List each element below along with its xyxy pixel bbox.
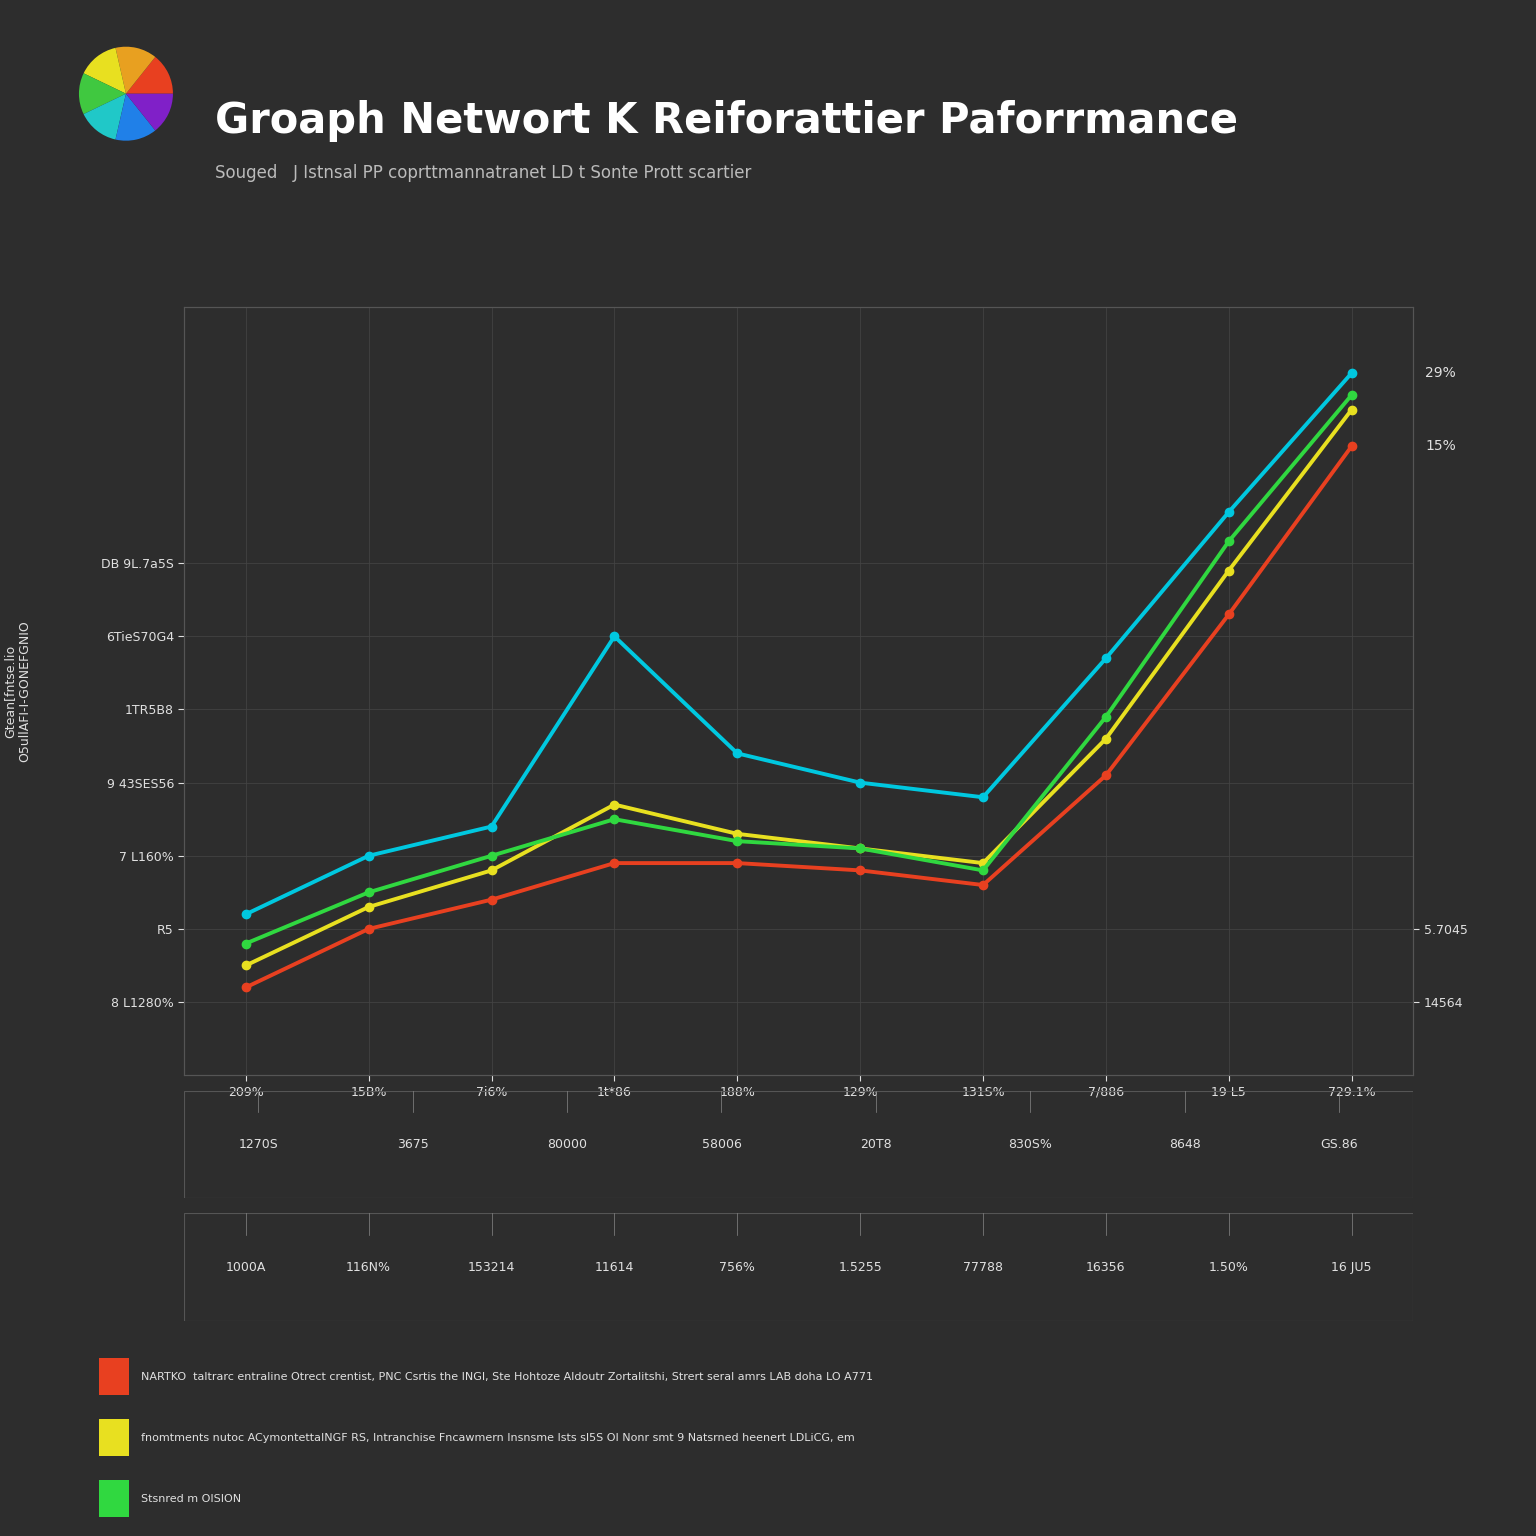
Text: 58006: 58006 — [702, 1138, 742, 1150]
Text: 16 JU5: 16 JU5 — [1332, 1261, 1372, 1273]
Text: GS.86: GS.86 — [1321, 1138, 1358, 1150]
Text: 29%: 29% — [1425, 366, 1456, 379]
Text: 80000: 80000 — [547, 1138, 587, 1150]
Wedge shape — [115, 94, 155, 141]
Wedge shape — [126, 57, 174, 94]
Text: 116N%: 116N% — [346, 1261, 392, 1273]
Text: 1.5255: 1.5255 — [839, 1261, 882, 1273]
Text: 153214: 153214 — [468, 1261, 515, 1273]
Text: 11614: 11614 — [594, 1261, 634, 1273]
Bar — [98, 1481, 129, 1518]
Text: 8648: 8648 — [1169, 1138, 1201, 1150]
Text: 830S%: 830S% — [1009, 1138, 1052, 1150]
Text: Souged   J Istnsal PP coprttmannatranet LD t Sonte Prott scartier: Souged J Istnsal PP coprttmannatranet LD… — [215, 164, 751, 183]
Text: 1.50%: 1.50% — [1209, 1261, 1249, 1273]
Text: 756%: 756% — [719, 1261, 756, 1273]
Text: NARTKO  taltrarc entraline Otrect crentist, PNC Csrtis the INGI, Ste Hohtoze Ald: NARTKO taltrarc entraline Otrect crentis… — [140, 1372, 872, 1382]
Text: 1000A: 1000A — [226, 1261, 266, 1273]
Wedge shape — [126, 94, 174, 131]
Text: 16356: 16356 — [1086, 1261, 1126, 1273]
Text: 77788: 77788 — [963, 1261, 1003, 1273]
Text: 1270S: 1270S — [238, 1138, 278, 1150]
Wedge shape — [83, 48, 126, 94]
Text: 3675: 3675 — [396, 1138, 429, 1150]
Wedge shape — [115, 46, 155, 94]
Text: 15%: 15% — [1425, 439, 1456, 453]
Wedge shape — [83, 94, 126, 140]
Text: Groaph Networt K Reiforattier Paforrmance: Groaph Networt K Reiforattier Paforrmanc… — [215, 100, 1238, 141]
Wedge shape — [78, 74, 126, 114]
Text: fnomtments nutoc ACymontettaINGF RS, Intranchise Fncawmern Insnsme Ists sI5S OI : fnomtments nutoc ACymontettaINGF RS, Int… — [140, 1433, 854, 1442]
Text: Stsnred m OISION: Stsnred m OISION — [140, 1493, 241, 1504]
Bar — [98, 1419, 129, 1456]
Bar — [98, 1358, 129, 1395]
Text: 20T8: 20T8 — [860, 1138, 892, 1150]
Y-axis label: Gtean [fnalio
Gtean[fntse.lio
O5ullAFI-I-GONEFGNIO: Gtean [fnalio Gtean[fntse.lio O5ullAFI-I… — [0, 621, 32, 762]
